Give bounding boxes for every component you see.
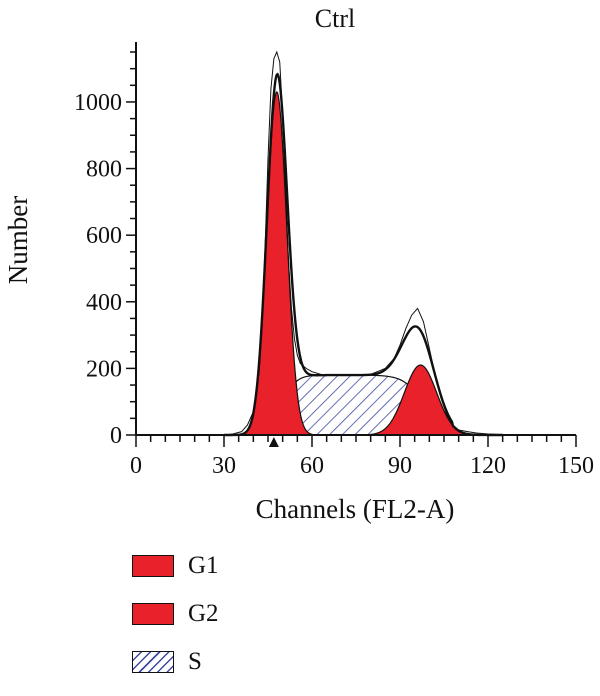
legend-item-g1: G1 <box>132 552 219 580</box>
g2-swatch <box>132 603 174 625</box>
legend-label-g2: G2 <box>188 600 219 627</box>
y-axis-label: Number <box>3 196 33 284</box>
axes: 0 200 400 600 800 1000 0 30 60 90 120 150 <box>74 42 594 479</box>
x-tick-label: 150 <box>558 453 594 479</box>
legend-label-s: S <box>188 648 202 675</box>
x-tick-label: 120 <box>470 453 506 479</box>
histogram-chart: Ctrl 0 200 400 600 800 1000 0 30 60 90 120 150 Numb… <box>3 4 594 524</box>
s-swatch <box>132 651 174 673</box>
marker-triangle-icon <box>268 437 279 447</box>
x-tick-label: 30 <box>212 453 236 479</box>
legend-item-s: S <box>132 648 219 676</box>
x-axis-label: Channels (FL2-A) <box>256 494 455 524</box>
y-tick-label: 600 <box>86 223 122 249</box>
legend-label-g1: G1 <box>188 552 219 579</box>
y-tick-label: 0 <box>110 423 122 449</box>
g1-swatch <box>132 555 174 577</box>
plot-area <box>223 50 518 437</box>
y-tick-label: 800 <box>86 157 122 183</box>
legend: G1 G2 S <box>132 552 219 696</box>
chart-title: Ctrl <box>315 4 355 33</box>
legend-item-g2: G2 <box>132 600 219 628</box>
x-tick-label: 0 <box>130 453 142 479</box>
x-tick-label: 60 <box>300 453 324 479</box>
y-tick-label: 400 <box>86 290 122 316</box>
histogram-line <box>223 50 518 436</box>
y-tick-label: 200 <box>86 356 122 382</box>
y-tick-label: 1000 <box>74 90 122 116</box>
x-tick-label: 90 <box>388 453 412 479</box>
